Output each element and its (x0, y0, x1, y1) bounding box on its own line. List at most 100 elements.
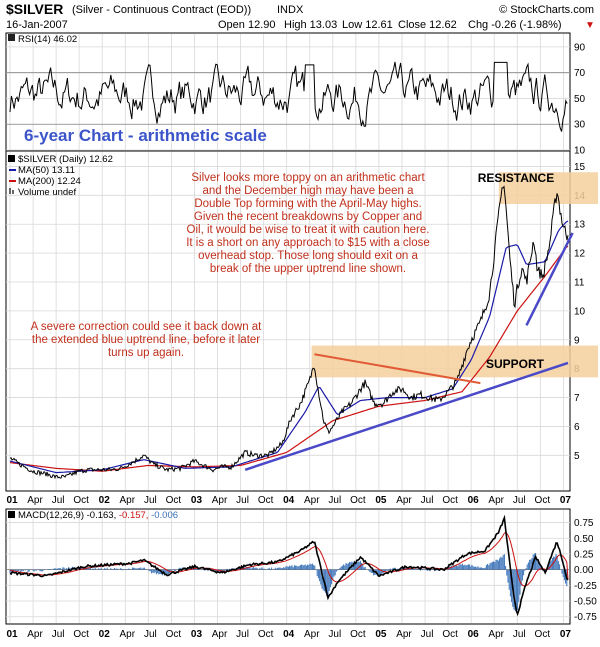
x-tick-label: Jul (144, 629, 157, 640)
change-value: Chg -0.26 (-1.98%) (468, 19, 562, 31)
rsi-tick-label: 50 (574, 94, 586, 105)
low-value: Low 12.61 (342, 19, 393, 31)
annotation-top: Silver looks more toppy on an arithmetic… (186, 172, 430, 275)
x-tick-label: Apr (212, 629, 228, 640)
macd-legend: MACD(12,26,9) -0.163, -0.157, -0.006 (18, 510, 178, 521)
volume-legend-swatch-icon (9, 188, 11, 194)
price-tick-label: 9 (574, 335, 580, 346)
x-tick-label: 01 (6, 629, 18, 640)
price-frame (5, 150, 571, 492)
price-tick-label: 11 (574, 278, 585, 289)
x-tick-label: Oct (535, 495, 551, 506)
macd-value: -0.163, (87, 510, 117, 521)
annotation-top-line: Double Top forming with the April-May hi… (194, 198, 421, 210)
rsi-tick-label: 10 (574, 146, 586, 157)
x-tick-label: Oct (166, 495, 182, 506)
x-tick-label: 02 (99, 629, 111, 640)
price-tick-label: 12 (574, 249, 586, 260)
x-tick-label: Apr (212, 495, 228, 506)
chart-subtitle: 6-year Chart - arithmetic scale (24, 126, 267, 145)
annotation-top-line: break of the upper uptrend line shown. (210, 263, 406, 275)
resistance-label: RESISTANCE (478, 171, 554, 185)
x-tick-label: Apr (120, 495, 136, 506)
signal-value: -0.157, (119, 510, 149, 521)
resistance-zone (498, 172, 598, 204)
x-tick-label: Jul (52, 495, 65, 506)
x-tick-label: Jul (236, 629, 249, 640)
x-tick-label: Oct (73, 629, 89, 640)
x-tick-label: 02 (99, 495, 111, 506)
x-tick-label: Oct (442, 629, 458, 640)
macd-tick-label: -0.25 (574, 581, 597, 592)
rsi-tick-label: 30 (574, 120, 586, 131)
chart-date: 16-Jan-2007 (6, 19, 68, 31)
annotation-top-line: Oil, it would be wise to treat it with c… (187, 224, 430, 236)
lower-uptrend-line (244, 361, 569, 471)
rsi-tick-label: 90 (574, 42, 586, 53)
open-value: Open 12.90 (218, 19, 276, 31)
site-credit: © StockCharts.com (499, 4, 594, 16)
x-tick-label: 07 (560, 495, 572, 506)
price-line (9, 185, 569, 480)
high-value: High 13.03 (284, 19, 337, 31)
exchange-label: INDX (277, 4, 304, 16)
close-value: Close 12.62 (398, 19, 457, 31)
price-tick-label: 7 (574, 393, 580, 404)
x-tick-label: Apr (27, 495, 43, 506)
macd-tick-label: 0.75 (574, 518, 594, 529)
histogram-value: -0.006 (151, 510, 178, 521)
macd-line (9, 514, 569, 617)
x-tick-label: Jul (144, 495, 157, 506)
macd-panel: 0.75 0.50 0.25 0.00 -0.25 -0.50 -0.75 01 Apr Jul… (5, 508, 597, 640)
x-tick-label: Oct (258, 495, 274, 506)
x-tick-label: 04 (283, 629, 295, 640)
x-tick-label: Apr (27, 629, 43, 640)
annotation-left-line: turns up again. (108, 347, 184, 359)
legend-ma50: MA(50) 13.11 (18, 165, 75, 176)
x-tick-label: 01 (6, 495, 18, 506)
x-tick-label: Jul (328, 495, 341, 506)
x-tick-label: Apr (304, 629, 320, 640)
rsi-legend-swatch-icon (8, 34, 15, 41)
upper-uptrend-line (525, 232, 574, 326)
macd-frame (5, 508, 571, 625)
macd-signal-line (9, 532, 569, 587)
annotation-top-line: overhead stop. Those long should exit on… (198, 250, 418, 262)
legend-volume: Volume undef (18, 187, 76, 198)
macd-tick-label: -0.50 (574, 597, 597, 608)
support-label: SUPPORT (486, 357, 545, 371)
price-panel: 15141312111098765 01AprJulOct02AprJulOct… (5, 150, 598, 506)
macd-tick-label: 0.00 (574, 565, 594, 576)
ma200-line (9, 245, 569, 472)
x-tick-label: 07 (560, 629, 572, 640)
x-tick-label: Oct (535, 629, 551, 640)
macd-legend-swatch-icon (8, 511, 15, 518)
x-tick-label: 05 (375, 495, 387, 506)
x-tick-label: Oct (350, 495, 366, 506)
x-tick-label: Jul (236, 495, 249, 506)
change-arrow-icon: ▼ (585, 20, 595, 31)
x-tick-label: 03 (191, 629, 203, 640)
price-tick-label: 5 (574, 451, 580, 462)
x-tick-label: Apr (304, 495, 320, 506)
x-tick-label: 06 (468, 495, 480, 506)
annotation-left-line: the extended blue uptrend line, before i… (32, 334, 260, 346)
x-tick-label: Jul (328, 629, 341, 640)
x-tick-label: Oct (73, 495, 89, 506)
rsi-tick-label: 70 (574, 68, 586, 79)
rsi-line (9, 61, 568, 132)
x-tick-label: 03 (191, 495, 203, 506)
annotation-left-line: A severe correction could see it back do… (31, 321, 263, 333)
x-tick-label: Apr (120, 629, 136, 640)
x-tick-label: Apr (396, 629, 412, 640)
x-tick-label: 06 (468, 629, 480, 640)
symbol-title: $SILVER (6, 1, 63, 17)
x-tick-label: Jul (52, 629, 65, 640)
x-tick-label: Apr (488, 495, 504, 506)
x-tick-label: 05 (375, 629, 387, 640)
x-tick-label: Apr (396, 495, 412, 506)
x-tick-label: Apr (488, 629, 504, 640)
x-tick-label: Jul (421, 629, 434, 640)
legend-ma200: MA(200) 12.24 (18, 176, 81, 187)
